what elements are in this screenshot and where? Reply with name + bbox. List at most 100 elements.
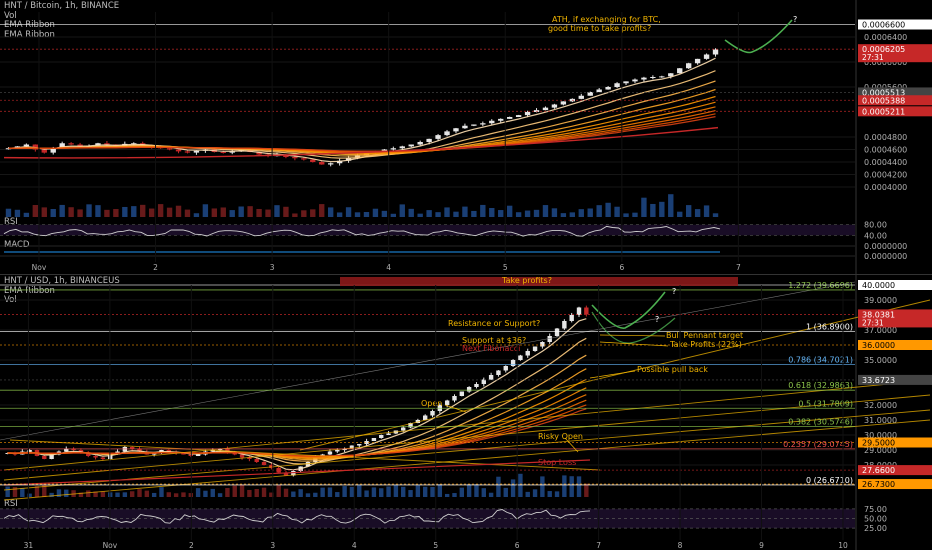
bottom-rsi-level-label: 25.00 [864, 524, 887, 533]
top-volume-bar [659, 201, 665, 217]
top-volume-bar [327, 207, 334, 217]
top-volume-bar [417, 213, 423, 217]
bottom-volume-bar [562, 475, 567, 497]
bottom-volume-bar [5, 486, 10, 497]
bottom-volume-bar [496, 476, 501, 497]
top-candle-body [703, 54, 710, 59]
bottom-candle-body [444, 400, 450, 405]
bottom-annotation-question-2: ? [655, 315, 659, 324]
top-volume-bar [32, 205, 39, 217]
bottom-price-label-box [858, 479, 932, 490]
bottom-ema-line [7, 378, 587, 460]
top-candle-body [506, 117, 513, 119]
top-candle-body [381, 149, 388, 152]
top-volume-bar [650, 203, 656, 217]
bottom-candle-body [474, 384, 479, 387]
bottom-volume-bar [540, 476, 545, 497]
top-volume-bar [202, 204, 209, 217]
top-volume-bar [14, 209, 21, 217]
top-volume-bar [104, 209, 110, 217]
top-candle-body [417, 142, 423, 145]
bottom-candle-body [276, 468, 281, 473]
top-volume-bar [50, 209, 56, 217]
top-volume-bar [498, 210, 504, 217]
bottom-rsi-level-label: 75.00 [864, 505, 887, 514]
top-candle-body [390, 148, 397, 150]
bottom-volume-bar [379, 488, 384, 497]
bottom-volume-bar [298, 489, 303, 497]
bottom-annotation-risky-open: Risky Open [538, 432, 583, 441]
top-volume-bar [524, 210, 531, 217]
bottom-candle-body [576, 307, 582, 315]
bottom-annotation-take-profits-22: Take Profits (22%) [669, 340, 742, 349]
bottom-take-profit-zone [340, 277, 738, 286]
bottom-candle-body [401, 427, 406, 431]
bottom-volume-bar [327, 487, 333, 497]
bottom-rsi-label[interactable]: RSI [4, 499, 18, 509]
bottom-x-tick-label: 4 [352, 541, 357, 550]
top-x-tick-label: 4 [386, 263, 391, 272]
top-macd-label[interactable]: MACD [4, 240, 30, 250]
top-rsi-level-label: 40.00 [864, 231, 887, 240]
top-volume-bar [569, 212, 576, 217]
top-price-label-box [858, 106, 932, 117]
bottom-volume-bar [188, 493, 193, 497]
top-candle-body [166, 148, 173, 150]
bottom-candle-body [137, 448, 142, 452]
top-candle-body [578, 95, 584, 99]
top-volume-bar [265, 209, 271, 217]
bottom-rsi-line [3, 509, 591, 524]
top-x-tick-label: 5 [503, 263, 508, 272]
bottom-x-tick-label: 2 [189, 541, 194, 550]
bottom-x-tick-label: 9 [759, 541, 764, 550]
bottom-candle-body [188, 454, 193, 456]
top-legend-ema-ribbon-1[interactable]: EMA Ribbon [4, 20, 55, 30]
bottom-price-label: 40.0000 [862, 281, 895, 290]
top-candle-body [283, 155, 289, 157]
top-annotation-profits: good time to take profits? [548, 24, 651, 33]
top-macd-level-label: 0.0000000 [864, 242, 907, 251]
bottom-legend-ema-ribbon[interactable]: EMA Ribbon [4, 285, 55, 296]
bottom-candle-body [518, 355, 523, 360]
top-y-tick-label: 0.0004600 [864, 146, 907, 155]
top-volume-bar [435, 212, 441, 217]
bottom-annotation-connector [589, 370, 636, 379]
bottom-volume-bar [86, 490, 91, 497]
top-candle-body [480, 123, 486, 125]
bottom-volume-bar [203, 490, 208, 497]
top-candle-body [104, 143, 110, 145]
bottom-candle-body [261, 462, 267, 465]
bottom-volume-bar [115, 492, 120, 497]
bottom-candle-body [100, 457, 106, 459]
top-volume-bar [274, 205, 280, 217]
bottom-x-tick-label: 6 [515, 541, 520, 550]
bottom-candle-body [181, 453, 186, 455]
bottom-volume-bar [415, 485, 421, 497]
bottom-legend-symbol[interactable]: HNT / USD, 1h, BINANCEUS [4, 276, 120, 286]
bottom-volume-bar [422, 486, 428, 497]
bottom-volume-bar [254, 488, 259, 497]
top-legend-symbol[interactable]: HNT / Bitcoin, 1h, BINANCE [4, 1, 120, 11]
bottom-volume-bar [401, 486, 406, 497]
top-volume-bar [489, 208, 495, 217]
bottom-trend-line [9, 439, 601, 471]
top-candle-body [471, 124, 477, 126]
top-candle-body [498, 118, 504, 121]
bottom-price-label-box [858, 280, 932, 290]
top-legend-ema-ribbon-2[interactable]: EMA Ribbon [4, 29, 55, 40]
top-candle-body [345, 157, 352, 161]
bottom-volume-bar [181, 492, 186, 497]
top-volume-bar [641, 197, 647, 217]
bottom-volume-bar [166, 492, 172, 497]
top-x-tick-label: 7 [736, 263, 741, 272]
bottom-volume-bar [232, 485, 237, 497]
top-legend-volume[interactable]: Vol [4, 10, 17, 21]
top-volume-bar [426, 210, 432, 217]
bottom-annotation-take-profits: Take profits? [501, 276, 552, 285]
top-rsi-label[interactable]: RSI [4, 217, 18, 227]
bottom-ema-ribbon [7, 318, 587, 471]
top-candle-body [408, 144, 414, 147]
bottom-candle-body [540, 342, 545, 347]
bottom-candle-body [239, 454, 245, 458]
